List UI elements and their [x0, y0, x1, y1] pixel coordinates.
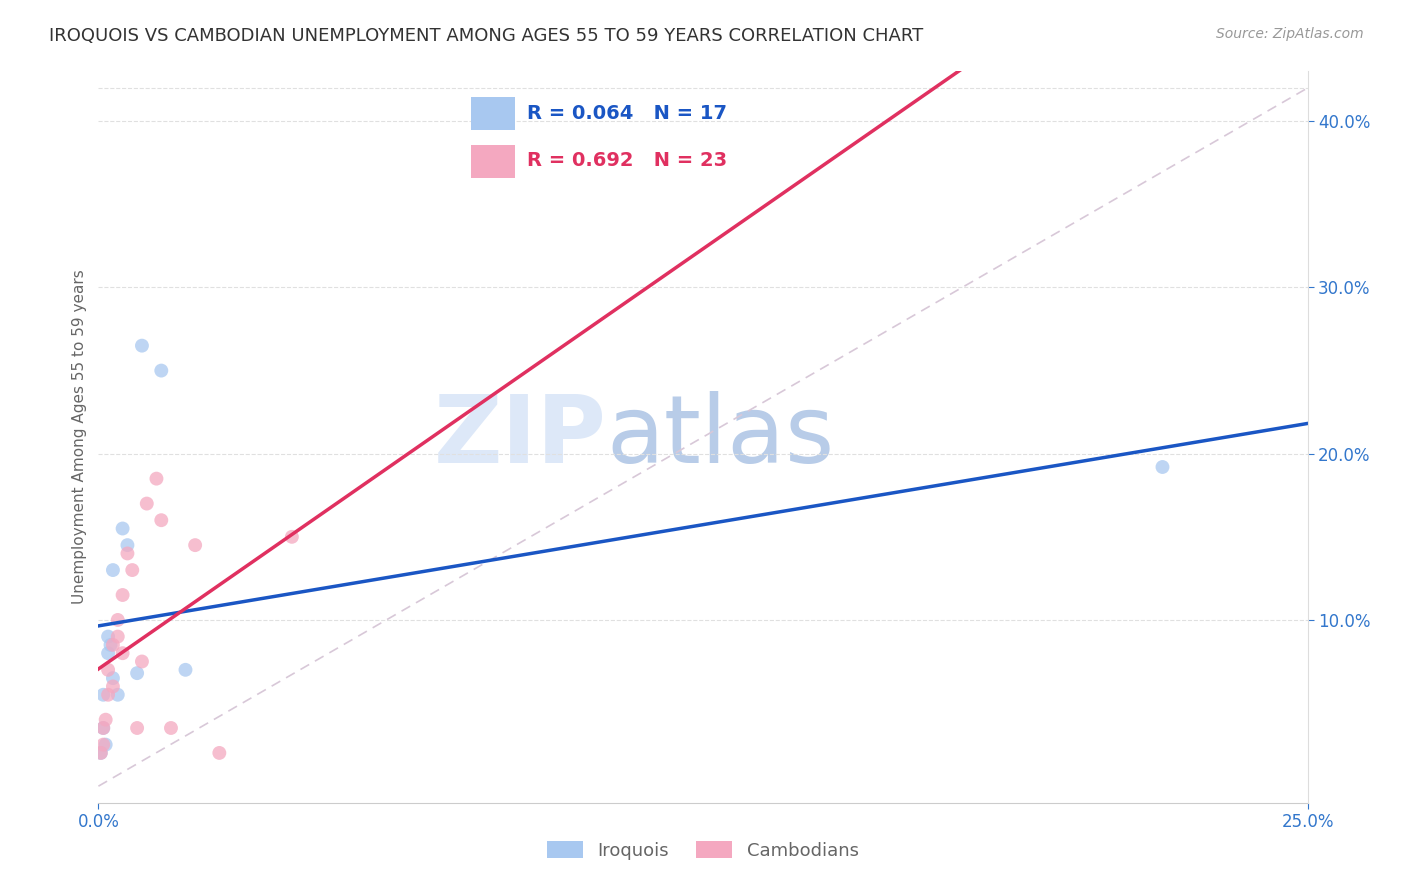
- Point: [160, 721, 183, 735]
- Text: atlas: atlas: [606, 391, 835, 483]
- Point: [281, 530, 304, 544]
- Point: [97, 688, 120, 702]
- Point: [101, 563, 124, 577]
- Point: [117, 546, 139, 560]
- Point: [94, 713, 117, 727]
- Point: [101, 680, 124, 694]
- Point: [174, 663, 197, 677]
- Point: [100, 638, 122, 652]
- Point: [145, 472, 167, 486]
- Point: [127, 721, 149, 735]
- Point: [111, 588, 134, 602]
- Point: [111, 646, 134, 660]
- Point: [107, 613, 129, 627]
- Point: [208, 746, 231, 760]
- Point: [97, 630, 120, 644]
- Point: [107, 630, 129, 644]
- Point: [101, 671, 124, 685]
- Text: ZIP: ZIP: [433, 391, 606, 483]
- Point: [97, 663, 120, 677]
- Point: [101, 638, 124, 652]
- Point: [90, 746, 112, 760]
- Point: [1152, 460, 1174, 475]
- Point: [135, 497, 157, 511]
- Y-axis label: Unemployment Among Ages 55 to 59 years: Unemployment Among Ages 55 to 59 years: [72, 269, 87, 605]
- Point: [131, 655, 153, 669]
- Point: [150, 513, 173, 527]
- Point: [111, 521, 134, 535]
- Point: [121, 563, 143, 577]
- Point: [97, 646, 120, 660]
- Point: [131, 338, 153, 352]
- Point: [94, 738, 117, 752]
- Point: [150, 363, 173, 377]
- Point: [91, 721, 114, 735]
- Text: Source: ZipAtlas.com: Source: ZipAtlas.com: [1216, 27, 1364, 41]
- Legend: Iroquois, Cambodians: Iroquois, Cambodians: [540, 834, 866, 867]
- Point: [127, 666, 149, 681]
- Point: [107, 688, 129, 702]
- Point: [91, 688, 114, 702]
- Point: [117, 538, 139, 552]
- Point: [91, 721, 114, 735]
- Text: IROQUOIS VS CAMBODIAN UNEMPLOYMENT AMONG AGES 55 TO 59 YEARS CORRELATION CHART: IROQUOIS VS CAMBODIAN UNEMPLOYMENT AMONG…: [49, 27, 924, 45]
- Point: [90, 746, 112, 760]
- Point: [184, 538, 207, 552]
- Point: [91, 738, 114, 752]
